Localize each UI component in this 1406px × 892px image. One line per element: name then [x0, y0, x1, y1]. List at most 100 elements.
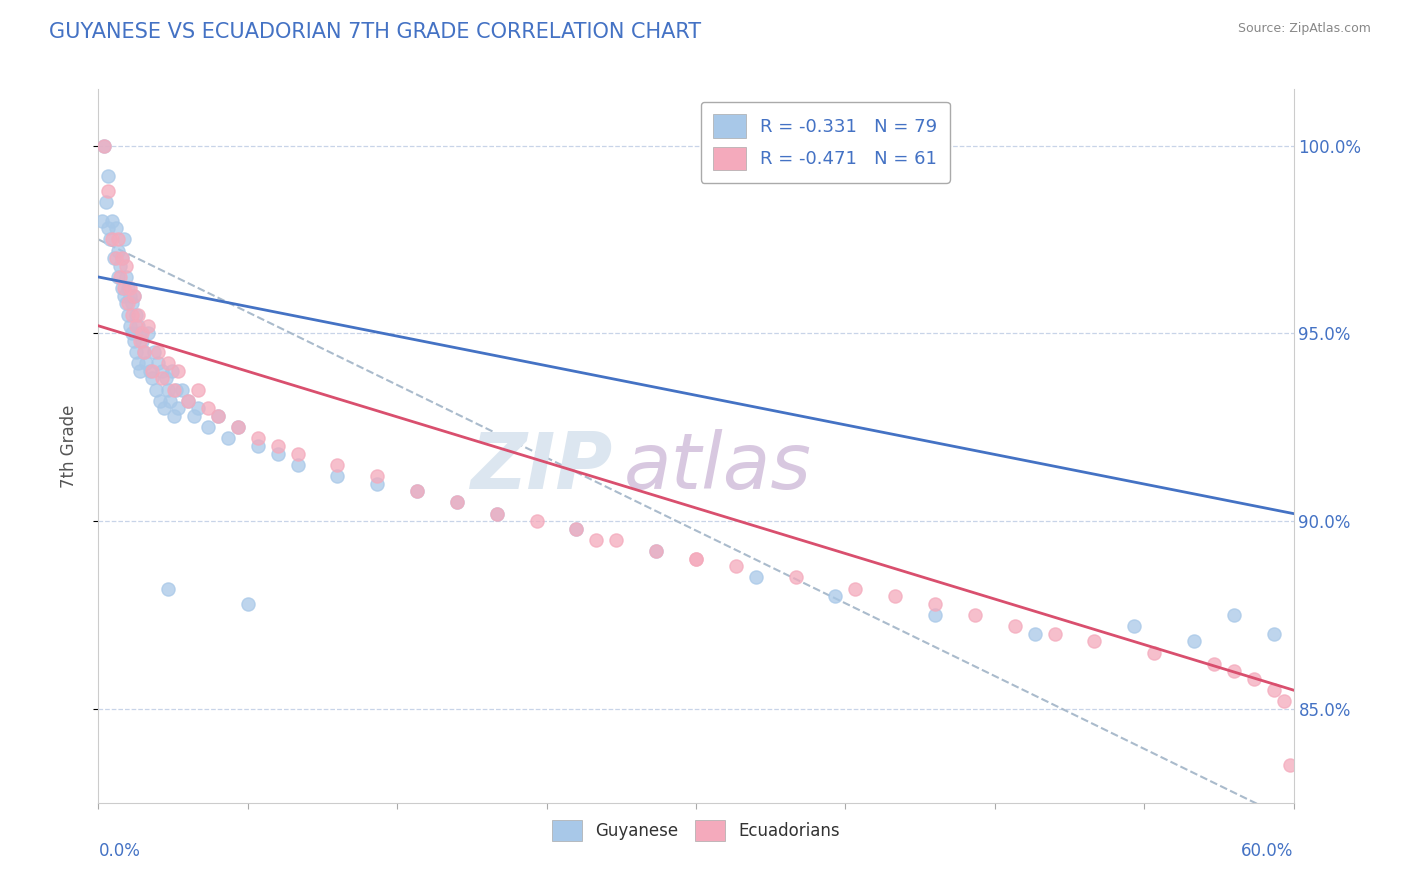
- Point: [197, 420, 219, 434]
- Point: [187, 383, 209, 397]
- Point: [1243, 672, 1265, 686]
- Point: [124, 289, 146, 303]
- Point: [167, 364, 190, 378]
- Point: [406, 484, 429, 499]
- Point: [115, 259, 138, 273]
- Point: [446, 495, 468, 509]
- Point: [149, 393, 172, 408]
- Point: [724, 559, 747, 574]
- Point: [187, 401, 209, 416]
- Point: [145, 383, 167, 397]
- Point: [246, 432, 269, 446]
- Point: [1182, 634, 1205, 648]
- Point: [605, 533, 627, 547]
- Point: [1043, 627, 1066, 641]
- Point: [1223, 665, 1246, 679]
- Point: [785, 570, 807, 584]
- Point: [167, 401, 190, 416]
- Point: [91, 213, 114, 227]
- Point: [884, 589, 907, 603]
- Point: [127, 308, 149, 322]
- Point: [125, 308, 148, 322]
- Point: [143, 345, 166, 359]
- Point: [685, 551, 707, 566]
- Point: [157, 356, 180, 370]
- Point: [1263, 627, 1285, 641]
- Point: [139, 364, 162, 378]
- Point: [117, 296, 139, 310]
- Point: [207, 409, 229, 423]
- Point: [1123, 619, 1146, 633]
- Point: [124, 289, 146, 303]
- Point: [107, 244, 129, 258]
- Point: [565, 522, 588, 536]
- Point: [117, 281, 139, 295]
- Text: 0.0%: 0.0%: [98, 842, 141, 860]
- Point: [924, 597, 946, 611]
- Point: [101, 213, 124, 227]
- Text: GUYANESE VS ECUADORIAN 7TH GRADE CORRELATION CHART: GUYANESE VS ECUADORIAN 7TH GRADE CORRELA…: [49, 22, 702, 42]
- Point: [131, 334, 153, 348]
- Text: Source: ZipAtlas.com: Source: ZipAtlas.com: [1237, 22, 1371, 36]
- Point: [93, 138, 115, 153]
- Point: [1024, 627, 1046, 641]
- Point: [924, 607, 946, 622]
- Point: [105, 251, 128, 265]
- Point: [226, 420, 249, 434]
- Point: [129, 334, 152, 348]
- Point: [97, 221, 120, 235]
- Point: [160, 364, 183, 378]
- Point: [267, 439, 290, 453]
- Text: atlas: atlas: [624, 429, 813, 506]
- Point: [177, 393, 200, 408]
- Point: [159, 393, 181, 408]
- Point: [197, 401, 219, 416]
- Point: [97, 184, 120, 198]
- Point: [141, 371, 163, 385]
- Point: [121, 296, 143, 310]
- Point: [366, 469, 388, 483]
- Point: [177, 393, 200, 408]
- Point: [93, 138, 115, 153]
- Point: [1272, 694, 1295, 708]
- Point: [824, 589, 846, 603]
- Point: [217, 432, 239, 446]
- Point: [446, 495, 468, 509]
- Point: [141, 364, 163, 378]
- Point: [107, 270, 129, 285]
- Point: [136, 326, 159, 341]
- Point: [326, 458, 349, 472]
- Point: [406, 484, 429, 499]
- Point: [148, 356, 170, 370]
- Point: [125, 345, 148, 359]
- Point: [121, 308, 143, 322]
- Point: [97, 169, 120, 183]
- Point: [112, 281, 135, 295]
- Point: [165, 383, 187, 397]
- Point: [136, 318, 159, 333]
- Point: [157, 582, 180, 596]
- Point: [745, 570, 768, 584]
- Point: [287, 458, 309, 472]
- Point: [129, 326, 152, 341]
- Point: [148, 345, 170, 359]
- Point: [124, 334, 146, 348]
- Point: [267, 446, 290, 460]
- Point: [1223, 607, 1246, 622]
- Point: [183, 409, 205, 423]
- Point: [326, 469, 349, 483]
- Point: [1004, 619, 1026, 633]
- Point: [111, 251, 134, 265]
- Point: [157, 383, 180, 397]
- Point: [287, 446, 309, 460]
- Point: [115, 296, 138, 310]
- Point: [236, 597, 259, 611]
- Point: [172, 383, 194, 397]
- Point: [101, 232, 124, 246]
- Point: [366, 476, 388, 491]
- Point: [1083, 634, 1105, 648]
- Point: [685, 551, 707, 566]
- Point: [107, 232, 129, 246]
- Point: [150, 364, 173, 378]
- Point: [153, 401, 176, 416]
